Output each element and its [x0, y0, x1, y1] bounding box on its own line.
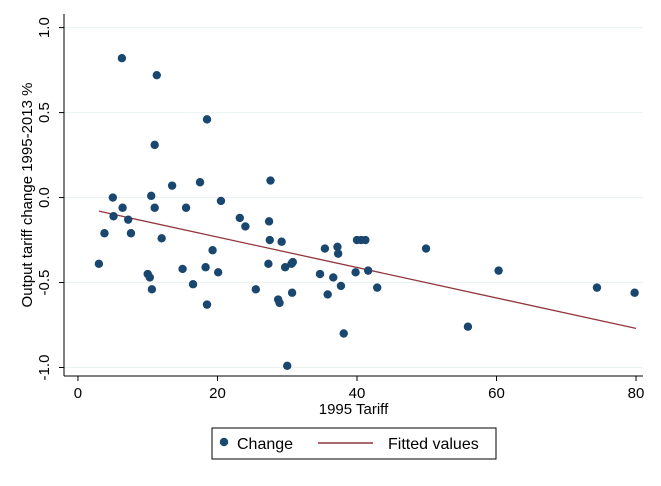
x-tick-label: 60 [488, 385, 505, 402]
x-tick-label: 0 [74, 385, 82, 402]
scatter-point [323, 290, 332, 299]
scatter-point [157, 234, 166, 243]
scatter-point [202, 115, 212, 124]
x-axis-title: 1995 Tariff [319, 401, 389, 418]
legend-marker-change [219, 437, 229, 447]
grid-lines [64, 27, 643, 369]
scatter-point [592, 283, 602, 292]
scatter-point [201, 263, 210, 272]
scatter-point [275, 298, 284, 308]
scatter-point [363, 266, 373, 275]
scatter-point [333, 249, 343, 258]
scatter-point [147, 285, 157, 294]
scatter-point [280, 263, 290, 272]
y-tick-label: 0.0 [36, 187, 53, 208]
scatter-point [208, 246, 217, 255]
scatter-point [283, 361, 292, 371]
scatter-point [181, 203, 191, 212]
scatter-point [320, 244, 330, 253]
axes [63, 14, 643, 377]
scatter-point [277, 237, 286, 246]
scatter-point [351, 268, 360, 277]
scatter-point [195, 178, 205, 187]
scatter-point [118, 203, 127, 212]
scatter-point [117, 53, 127, 63]
y-tick-label: 1.0 [36, 17, 53, 38]
scatter-point [265, 235, 274, 245]
scatter-point [630, 288, 639, 297]
scatter-point [235, 213, 244, 223]
scatter-point [241, 222, 250, 231]
scatter-point [167, 181, 177, 190]
scatter-point [336, 281, 346, 291]
scatter-point [287, 288, 297, 297]
scatter-point [315, 269, 325, 279]
scatter-point [202, 300, 212, 309]
data-points [94, 53, 639, 371]
legend-label-change: Change [237, 436, 293, 453]
x-tick-label: 20 [209, 385, 226, 402]
scatter-point [152, 70, 161, 80]
scatter-point [188, 280, 198, 289]
scatter-point [123, 215, 133, 224]
scatter-point [494, 266, 503, 275]
y-tick-label: -1.0 [36, 355, 53, 381]
x-tick-label: 80 [628, 385, 645, 402]
scatter-point [339, 329, 348, 338]
legend: Change Fitted values [211, 427, 497, 460]
scatter-point [150, 140, 159, 150]
y-tick-label: -0.5 [36, 270, 53, 296]
scatter-point [421, 244, 431, 253]
y-axis-title: Output tariff change 1995-2013 % [19, 83, 36, 308]
scatter-point [146, 191, 156, 201]
legend-label-fitted: Fitted values [388, 436, 479, 453]
scatter-point [463, 322, 473, 331]
scatter-point [266, 176, 275, 185]
scatter-point [145, 273, 155, 282]
scatter-point [288, 257, 298, 267]
scatter-point [94, 259, 104, 269]
scatter-point [333, 242, 342, 252]
scatter-point [264, 259, 273, 269]
scatter-point [150, 203, 159, 212]
scatter-point [216, 196, 226, 206]
scatter-point [361, 235, 370, 245]
scatter-point [264, 217, 274, 226]
y-tick-label: 0.5 [36, 102, 53, 123]
tick-labels: -1.0 -0.5 0.0 0.5 1.0 0 20 40 60 80 [36, 17, 644, 402]
scatter-point [373, 283, 382, 292]
scatter-point [108, 193, 118, 202]
scatter-point [109, 212, 118, 221]
x-tick-label: 40 [349, 385, 366, 402]
scatter-point [126, 229, 136, 238]
scatter-point [329, 273, 338, 282]
scatter-point [251, 285, 261, 294]
scatter-point [100, 229, 109, 238]
scatter-point [213, 268, 223, 277]
scatter-point [178, 264, 187, 274]
